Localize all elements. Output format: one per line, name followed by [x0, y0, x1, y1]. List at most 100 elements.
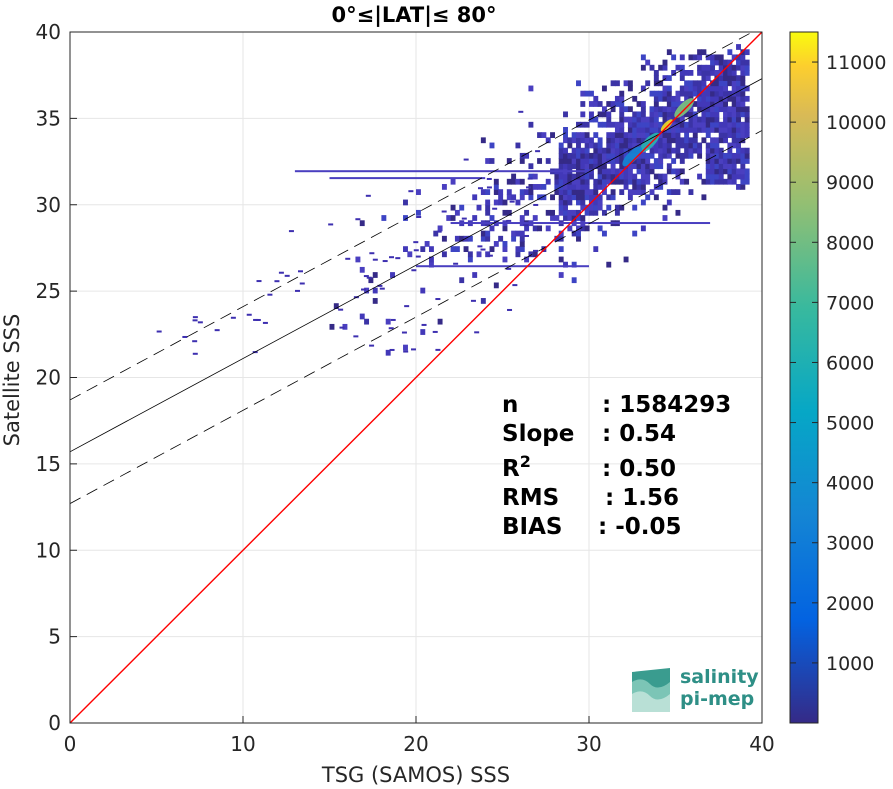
colorbar-tick-label: 10000 — [826, 112, 886, 134]
density-cell — [688, 90, 694, 97]
density-cell — [649, 163, 655, 170]
density-cell — [744, 85, 750, 92]
stat-value: : -0.05 — [598, 514, 682, 540]
density-cell — [545, 209, 551, 216]
density-cell — [506, 219, 512, 222]
density-cell — [593, 204, 599, 211]
density-cell — [385, 318, 391, 325]
density-cell — [619, 127, 625, 133]
density-cell — [740, 178, 746, 185]
density-cell — [684, 152, 690, 159]
density-cell — [662, 147, 668, 154]
density-cell — [632, 204, 638, 211]
density-cell — [658, 147, 664, 154]
density-cell — [610, 132, 616, 138]
density-cell — [675, 95, 681, 102]
density-cell — [435, 298, 441, 301]
density-cell — [214, 329, 220, 332]
density-cell — [697, 127, 703, 133]
density-cell — [653, 127, 659, 133]
density-cell — [640, 184, 646, 190]
density-cell — [550, 209, 555, 216]
density-cell — [727, 64, 733, 71]
density-cell — [688, 116, 694, 123]
density-cell — [580, 163, 586, 170]
density-cell — [662, 142, 668, 149]
density-cell — [705, 168, 711, 175]
density-cell — [671, 106, 677, 113]
density-cell — [627, 127, 633, 133]
density-cell — [450, 204, 456, 211]
density-cell — [714, 127, 720, 133]
density-cell — [416, 189, 421, 195]
density-cell — [679, 70, 685, 76]
density-cell — [684, 121, 690, 128]
density-cell — [636, 189, 642, 195]
density-cell — [571, 137, 577, 144]
density-cell — [267, 293, 273, 296]
density-cell — [744, 173, 750, 180]
density-cell — [567, 173, 573, 180]
density-cell — [558, 158, 564, 164]
density-cell — [679, 116, 685, 123]
density-cell — [666, 199, 672, 206]
density-cell — [614, 95, 620, 102]
density-cell — [632, 95, 638, 102]
density-cell — [632, 127, 638, 133]
density-cell — [576, 142, 581, 149]
density-cell — [532, 173, 538, 180]
density-cell — [606, 173, 612, 180]
density-cell — [413, 249, 419, 252]
density-cell — [441, 251, 447, 258]
density-cell — [727, 121, 733, 128]
density-cell — [389, 348, 395, 351]
density-cell — [363, 275, 369, 278]
density-cell — [329, 323, 335, 330]
density-cell — [619, 137, 625, 144]
density-cell — [619, 132, 625, 138]
density-cell — [731, 142, 737, 149]
density-cell — [710, 142, 716, 149]
density-cell — [614, 142, 620, 149]
density-cell — [671, 54, 677, 61]
density-cell — [537, 184, 543, 190]
density-cell — [710, 101, 716, 107]
density-cell — [675, 147, 681, 154]
density-cell — [584, 225, 590, 232]
density-cell — [710, 80, 716, 87]
density-cell — [692, 101, 698, 107]
density-cell — [558, 189, 564, 195]
y-tick-label: 35 — [36, 106, 61, 130]
density-cell — [727, 90, 733, 97]
colorbar — [789, 31, 819, 724]
density-cell — [441, 184, 447, 190]
density-cell — [597, 199, 603, 206]
stat-label: n — [502, 392, 518, 418]
density-cell — [489, 225, 495, 232]
density-cell — [662, 116, 668, 123]
density-cell — [597, 137, 603, 144]
density-cell — [541, 194, 547, 201]
density-cell — [619, 178, 625, 185]
density-cell — [679, 137, 685, 144]
density-cell — [671, 101, 677, 107]
density-cell — [710, 168, 716, 175]
density-cell — [710, 70, 716, 76]
density-cell — [593, 101, 599, 107]
density-cell — [653, 106, 659, 113]
density-cell — [636, 184, 642, 190]
density-cell — [355, 256, 361, 263]
density-cell — [718, 147, 724, 154]
density-cell — [640, 173, 646, 180]
density-cell — [666, 127, 672, 133]
density-cell — [527, 177, 533, 180]
density-cell — [493, 178, 499, 185]
density-cell — [614, 132, 620, 138]
density-cell — [627, 132, 633, 138]
density-cell — [666, 132, 672, 138]
density-cell — [576, 189, 581, 195]
density-cell — [359, 220, 365, 227]
density-cell — [701, 106, 707, 113]
density-cell — [697, 85, 703, 92]
density-cell — [593, 163, 599, 170]
